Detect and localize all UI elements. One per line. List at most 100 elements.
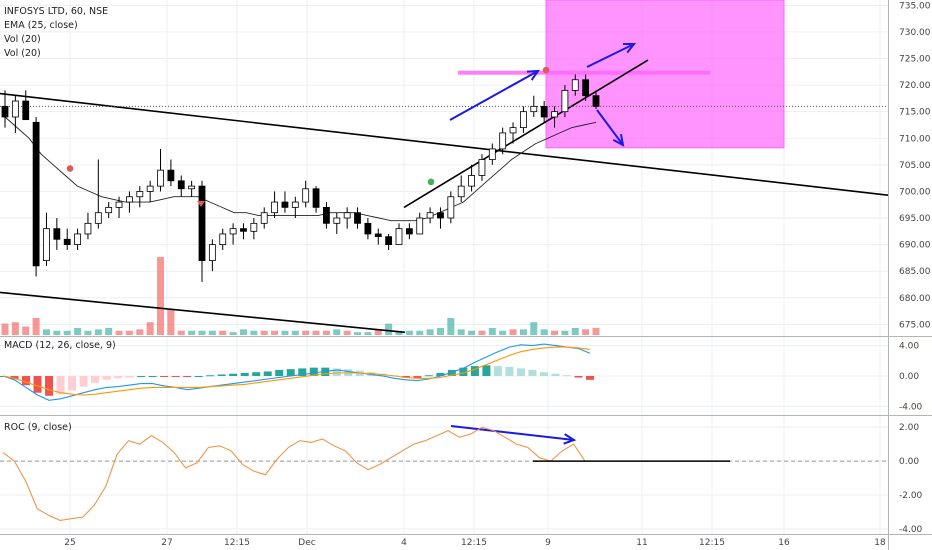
macd-histogram-bar	[551, 373, 560, 376]
candle-body	[53, 228, 61, 240]
macd-histogram-bar	[493, 366, 502, 376]
price-tick-label: 730.00	[899, 28, 931, 38]
volume-bar	[84, 330, 92, 335]
candle-body	[302, 188, 310, 203]
time-tick-label: 12:15	[224, 538, 250, 548]
roc-legend: ROC (9, close)	[4, 421, 72, 435]
volume-bar	[239, 329, 247, 335]
sell-signal-dot	[66, 165, 74, 172]
macd-histogram-bar	[436, 372, 445, 376]
candle-body	[188, 185, 196, 190]
volume-bar	[343, 330, 351, 335]
price-tick-label: 715.00	[899, 108, 931, 118]
macd-histogram-bar	[22, 376, 31, 386]
volume-label[interactable]: Vol (20)	[4, 34, 41, 45]
resistance-band	[458, 70, 710, 75]
roc-divergence-arrow-head	[563, 433, 577, 445]
candle-body	[167, 169, 175, 182]
roc-tick-label: 2.00	[899, 423, 919, 433]
candle-body	[281, 201, 289, 208]
time-tick-label: 4	[401, 538, 407, 548]
volume-bar	[478, 330, 486, 335]
macd-histogram-bar	[91, 376, 100, 383]
candle-body	[22, 100, 30, 121]
time-tick-label: 12:15	[461, 538, 487, 548]
roc-line	[2, 426, 586, 521]
main-legend: INFOSYS LTD, 60, NSE EMA (25, close) Vol…	[4, 5, 108, 61]
volume-bar	[488, 327, 496, 335]
volume-bar	[63, 330, 71, 335]
volume-bar	[94, 329, 102, 335]
macd-histogram-bar	[562, 375, 571, 377]
roc-label[interactable]: ROC (9, close)	[4, 422, 72, 433]
candle-body	[457, 185, 465, 198]
macd-histogram-bar	[171, 376, 180, 377]
macd-histogram-bar	[56, 376, 65, 395]
volume-bar	[385, 323, 393, 335]
macd-label[interactable]: MACD (12, 26, close, 9)	[4, 340, 116, 351]
volume-label-2[interactable]: Vol (20)	[4, 48, 41, 59]
volume-bar	[322, 330, 330, 335]
macd-histogram-bar	[183, 376, 192, 377]
up-arrow-right	[586, 43, 635, 68]
candle-body	[291, 201, 299, 208]
candle-body	[478, 159, 486, 176]
volume-bar	[177, 330, 185, 335]
macd-histogram-bar	[10, 376, 19, 380]
macd-histogram-bar	[125, 376, 134, 378]
volume-bar	[198, 330, 206, 335]
macd-histogram-bar	[586, 376, 594, 380]
time-tick-label: 9	[545, 538, 551, 548]
volume-bar	[592, 327, 600, 335]
down-arrow-head	[612, 134, 625, 147]
macd-histogram-bar	[114, 376, 123, 379]
volume-bar	[561, 330, 569, 335]
candle-body	[312, 188, 320, 208]
macd-histogram-bar	[206, 375, 215, 377]
volume-bar	[333, 329, 341, 335]
symbol-label[interactable]: INFOSYS LTD, 60, NSE	[4, 6, 109, 17]
up-arrow-left	[449, 70, 539, 121]
macd-histogram-bar	[298, 368, 307, 376]
volume-bar	[499, 330, 507, 335]
candle-body	[208, 244, 216, 261]
candle-body	[157, 169, 164, 187]
candle-body	[219, 233, 227, 246]
ema-label[interactable]: EMA (25, close)	[4, 20, 78, 31]
candle-body	[520, 111, 527, 129]
volume-bar	[208, 330, 216, 335]
price-tick-label: 710.00	[899, 134, 931, 144]
volume-bar	[509, 329, 517, 335]
candle-body	[63, 238, 71, 246]
volume-bar	[22, 326, 30, 335]
candle-body	[43, 228, 50, 261]
volume-bar	[146, 322, 154, 335]
macd-histogram-bar	[229, 373, 238, 376]
time-tick-label: 27	[161, 538, 172, 548]
macd-histogram-bar	[309, 367, 318, 376]
price-tick-label: 720.00	[899, 81, 931, 91]
volume-bar	[260, 330, 268, 335]
ema-line	[4, 116, 597, 222]
volume-bar	[582, 329, 590, 335]
up-arrow-left-head	[526, 69, 541, 81]
volume-bar	[395, 330, 403, 335]
macd-histogram-bar	[79, 376, 88, 387]
candle-body	[250, 222, 258, 232]
ascending-trendline	[403, 59, 649, 209]
macd-histogram-bar	[252, 372, 261, 376]
volume-bar	[354, 332, 362, 335]
buy-signal-dot	[427, 178, 435, 186]
volume-bar	[468, 330, 476, 335]
volume-bar	[540, 329, 548, 335]
macd-tick-label: 0.00	[899, 372, 919, 382]
time-tick-label: 11	[636, 538, 647, 548]
descending-trendline-upper	[0, 92, 889, 196]
price-tick-label: 685.00	[899, 267, 931, 277]
candle-body	[385, 236, 393, 246]
candle-body	[136, 191, 144, 198]
volume-bar	[219, 330, 227, 335]
volume-bar	[250, 330, 258, 335]
candle-body	[405, 228, 413, 235]
